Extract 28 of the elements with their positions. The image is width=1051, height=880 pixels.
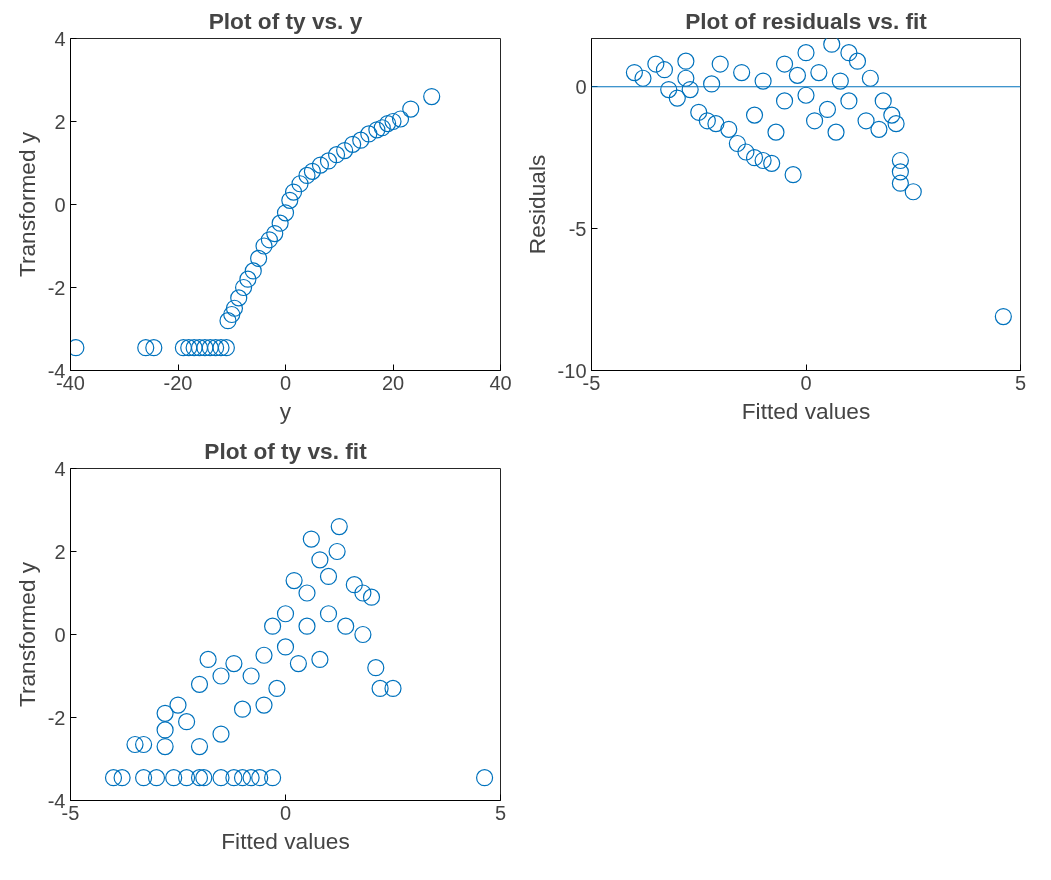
chart-title: Plot of ty vs. fit [204,437,368,464]
y-tick-label: 2 [54,110,66,133]
y-tick-label: 4 [54,27,66,50]
chart-title: Plot of ty vs. y [208,7,363,34]
y-tick-label: -4 [47,359,66,382]
chart-title: Plot of residuals vs. fit [685,7,928,34]
x-axis-title: y [279,397,292,424]
y-tick-label: -2 [47,276,66,299]
y-tick-label: 0 [54,623,66,646]
x-tick-label: 20 [381,371,405,394]
y-tick-label: 0 [54,193,66,216]
y-tick-label: -2 [47,706,66,729]
x-tick-label: -20 [163,371,193,394]
x-tick-label: 0 [800,371,812,394]
x-tick-label: 5 [1014,371,1027,394]
x-tick-label: 0 [279,371,292,394]
x-tick-label: 5 [494,801,507,824]
y-axis-title: Transformed y [13,561,40,708]
x-tick-label: 40 [489,371,512,394]
y-tick-label: 4 [54,457,66,480]
x-tick-label: 0 [279,801,292,824]
y-axis-title: Transformed y [13,131,40,278]
y-tick-label: -5 [568,217,587,240]
y-tick-label: 2 [54,540,66,563]
x-axis-title: Fitted values [741,397,871,424]
x-axis-title: Fitted values [221,827,350,854]
y-axis-title: Residuals [523,154,550,255]
y-tick-label: 0 [575,75,587,98]
